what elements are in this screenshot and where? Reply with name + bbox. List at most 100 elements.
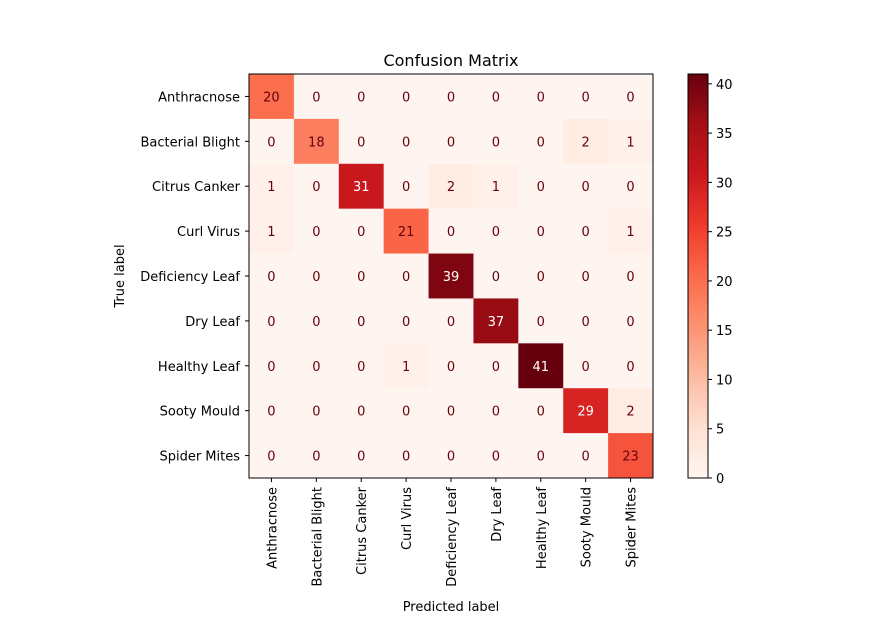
cell-value-label: 0 <box>582 180 590 195</box>
colorbar-gradient <box>687 73 709 479</box>
cell-value-label: 0 <box>537 450 545 465</box>
x-tick-label: Citrus Canker <box>355 486 370 575</box>
x-tick-label: Deficiency Leaf <box>445 487 460 587</box>
colorbar-tick-label: 0 <box>716 472 724 487</box>
cell-value-label: 0 <box>582 450 590 465</box>
cell-value-label: 0 <box>582 360 590 375</box>
cell-value-label: 41 <box>533 360 550 375</box>
heatmap-cell <box>518 118 564 165</box>
cell-value-label: 0 <box>267 270 275 285</box>
cell-value-label: 0 <box>537 135 545 150</box>
cell-value-label: 23 <box>622 450 639 465</box>
heatmap-cell <box>473 74 519 120</box>
cell-value-label: 0 <box>402 180 410 195</box>
heatmap-cell <box>518 298 564 344</box>
x-tick-label: Anthracnose <box>265 487 280 569</box>
heatmap-cell <box>608 343 654 389</box>
cell-value-label: 0 <box>402 405 410 420</box>
heatmap-cell <box>383 208 430 255</box>
heatmap-cells <box>249 74 654 479</box>
heatmap-cell <box>383 74 430 120</box>
cell-value-label: 0 <box>267 360 275 375</box>
colorbar: 0 5 10 15 20 25 30 35 40 <box>687 73 733 487</box>
heatmap-cell <box>293 208 340 255</box>
y-tick-label: Anthracnose <box>158 90 240 105</box>
colorbar-tick-label: 30 <box>716 176 733 191</box>
heatmap-cell <box>563 118 609 165</box>
cell-value-label: 0 <box>582 90 590 105</box>
heatmap-cell <box>249 74 295 120</box>
heatmap-cell <box>473 118 519 165</box>
y-axis: Anthracnose Bacterial Blight Citrus Canker… <box>140 90 249 465</box>
cell-value-label: 0 <box>492 90 500 105</box>
y-tick-label: Bacterial Blight <box>140 135 240 150</box>
heatmap-cell <box>249 298 295 344</box>
heatmap-cell <box>383 343 430 389</box>
x-axis: Anthracnose Bacterial Blight Citrus Canker… <box>265 478 640 587</box>
colorbar-tick-label: 5 <box>716 423 724 438</box>
cell-value-label: 0 <box>402 315 410 330</box>
heatmap-cell <box>383 163 430 210</box>
cell-value-label: 0 <box>267 315 275 330</box>
colorbar-tick-label: 15 <box>716 324 733 339</box>
colorbar-tick-label: 20 <box>716 275 733 290</box>
cell-value-label: 0 <box>357 90 365 105</box>
cell-value-label: 0 <box>492 135 500 150</box>
cell-value-label: 0 <box>312 405 320 420</box>
cell-value-label: 1 <box>626 135 634 150</box>
cell-value-label: 0 <box>312 180 320 195</box>
cell-value-label: 2 <box>626 405 634 420</box>
x-tick-label: Dry Leaf <box>490 487 505 542</box>
heatmap-cell <box>338 433 385 479</box>
heatmap-cell <box>473 388 519 434</box>
cell-value-label: 1 <box>492 180 500 195</box>
cell-value-label: 0 <box>492 360 500 375</box>
cell-value-label: 2 <box>582 135 590 150</box>
y-tick-label: Curl Virus <box>177 225 240 240</box>
cell-value-label: 0 <box>492 405 500 420</box>
cell-value-label: 0 <box>447 405 455 420</box>
cell-value-label: 0 <box>537 180 545 195</box>
cell-value-label: 0 <box>492 225 500 240</box>
heatmap-cell <box>338 208 385 255</box>
heatmap-cell <box>338 343 385 389</box>
cell-value-label: 20 <box>263 90 280 105</box>
heatmap-cell <box>608 298 654 344</box>
heatmap-cell <box>428 343 474 389</box>
cell-value-label: 0 <box>492 270 500 285</box>
cell-value-label: 0 <box>402 135 410 150</box>
heatmap-cell <box>293 163 340 210</box>
heatmap-cell <box>563 253 609 299</box>
heatmap-cell <box>563 163 609 210</box>
heatmap-cell <box>249 208 295 255</box>
cell-value-label: 0 <box>357 270 365 285</box>
y-tick-label: Citrus Canker <box>152 180 241 195</box>
cell-value-label: 21 <box>398 225 415 240</box>
heatmap-cell <box>428 253 474 299</box>
x-axis-label: Predicted label <box>403 600 500 615</box>
cell-value-label: 37 <box>488 315 505 330</box>
cell-value-label: 0 <box>357 315 365 330</box>
heatmap-cell <box>338 253 385 299</box>
cell-value-label: 0 <box>357 225 365 240</box>
cell-value-label: 0 <box>402 90 410 105</box>
heatmap-cell <box>383 388 430 434</box>
cell-value-label: 0 <box>312 225 320 240</box>
heatmap-cell <box>293 74 340 120</box>
cell-value-label: 1 <box>267 225 275 240</box>
x-tick-label: Bacterial Blight <box>310 487 325 587</box>
heatmap-cell <box>608 253 654 299</box>
cell-value-label: 18 <box>308 135 325 150</box>
heatmap-cell <box>338 163 385 210</box>
heatmap-cell <box>428 298 474 344</box>
heatmap-cell <box>293 118 340 165</box>
cell-value-label: 0 <box>447 90 455 105</box>
cell-value-label: 0 <box>447 135 455 150</box>
cell-value-label: 0 <box>626 315 634 330</box>
chart-title: Confusion Matrix <box>383 51 518 70</box>
heatmap-cell <box>338 298 385 344</box>
y-tick-label: Deficiency Leaf <box>140 270 240 285</box>
y-axis-label: True label <box>113 244 128 308</box>
heatmap-cell <box>608 74 654 120</box>
